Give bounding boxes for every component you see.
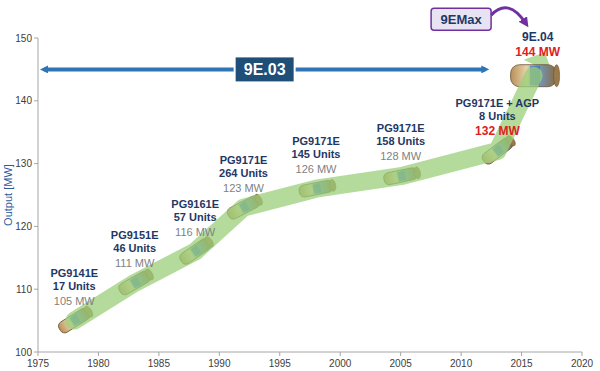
chart: 100 110 120 130 140 150 1975 1980 1985 1990 1995 20… — [0, 0, 600, 371]
x-tick-label: 2000 — [329, 358, 352, 369]
value-label: 132 MW — [475, 124, 520, 138]
units-label: 158 Units — [376, 135, 425, 147]
units-label: 145 Units — [292, 148, 341, 160]
model-label: PG9151E — [111, 229, 159, 241]
y-tick — [34, 352, 38, 353]
x-tick-label: 1990 — [208, 358, 231, 369]
x-tick — [98, 352, 99, 356]
plot-area — [57, 52, 560, 334]
units-label: 46 Units — [113, 242, 156, 254]
x-tick-label: 1975 — [27, 358, 50, 369]
y-tick-label: 140 — [15, 95, 32, 106]
x-tick-label: 2015 — [510, 358, 533, 369]
y-tick — [34, 163, 38, 164]
model-label: PG9171E + AGP — [456, 97, 540, 109]
x-tick-label: 2020 — [571, 358, 594, 369]
x-tick — [340, 352, 341, 356]
x-tick-label: 1985 — [148, 358, 171, 369]
output-band — [74, 76, 533, 321]
max-box — [431, 8, 491, 30]
x-tick — [279, 352, 280, 356]
model-label: PG9141E — [50, 267, 98, 279]
y-axis-line — [38, 38, 39, 352]
max-arrow — [491, 8, 526, 23]
x-tick — [400, 352, 401, 356]
y-tick-label: 120 — [15, 221, 32, 232]
x-tick — [521, 352, 522, 356]
x-tick-label: 2005 — [390, 358, 413, 369]
y-tick-label: 130 — [15, 158, 32, 169]
x-tick — [38, 352, 39, 356]
x-tick-label: 1980 — [87, 358, 110, 369]
y-tick — [34, 226, 38, 227]
x-tick-label: 2010 — [450, 358, 473, 369]
model-label: PG9171E — [220, 154, 268, 166]
y-tick — [34, 100, 38, 101]
value-label: 126 MW — [296, 163, 338, 175]
x-axis-line — [38, 352, 582, 353]
units-label: 17 Units — [53, 280, 96, 292]
value-label: 111 MW — [115, 257, 155, 269]
y-tick-label: 110 — [16, 284, 32, 295]
x-tick-label: 1995 — [269, 358, 292, 369]
value-label: 128 MW — [380, 150, 422, 162]
y-tick-label: 100 — [15, 347, 32, 358]
max-label: 9EMax — [441, 12, 483, 27]
value-label: 116 MW — [175, 226, 216, 238]
units-label: 264 Units — [219, 167, 268, 179]
y-tick — [34, 289, 38, 290]
x-tick — [582, 352, 583, 356]
value-label: 105 MW — [54, 295, 96, 307]
x-tick — [219, 352, 220, 356]
x-tick — [158, 352, 159, 356]
value-label: 144 MW — [515, 45, 560, 59]
x-tick — [461, 352, 462, 356]
range-label: 9E.03 — [244, 61, 286, 78]
range-label-box — [235, 56, 295, 82]
units-label: 57 Units — [174, 211, 217, 223]
y-tick-label: 150 — [15, 33, 32, 44]
value-label: 123 MW — [223, 182, 265, 194]
model-label: PG9171E — [292, 135, 340, 147]
model-label: 9E.04 — [522, 30, 554, 44]
units-label: 8 Units — [479, 110, 516, 122]
model-label: PG9161E — [171, 198, 219, 210]
y-tick — [34, 38, 38, 39]
turbine-exhaust — [554, 65, 560, 87]
model-label: PG9171E — [377, 122, 425, 134]
y-axis-label: Output [MW] — [2, 164, 14, 226]
